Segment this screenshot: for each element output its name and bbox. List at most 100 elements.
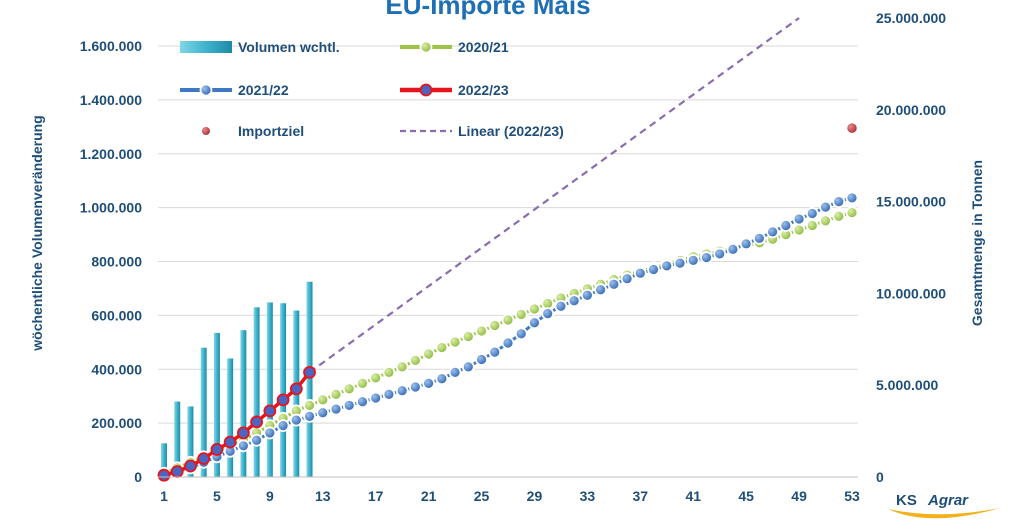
series-point — [276, 393, 290, 407]
series-point — [845, 191, 859, 205]
trendline — [308, 17, 800, 374]
series-point — [594, 283, 608, 297]
series-point — [408, 380, 422, 394]
series-point — [303, 398, 316, 412]
series-point — [501, 336, 515, 350]
legend-item: Volumen wchtl. — [180, 39, 340, 55]
bar — [306, 281, 313, 477]
series-point — [660, 259, 674, 273]
series-point — [395, 360, 409, 374]
series-point — [461, 330, 475, 343]
series-point — [422, 347, 436, 361]
series-point — [700, 251, 713, 264]
x-tick-label: 53 — [844, 488, 860, 504]
series-point — [289, 413, 303, 427]
bar — [200, 347, 207, 477]
series-point — [686, 253, 700, 267]
series-point — [250, 415, 264, 429]
bar — [187, 406, 194, 477]
series-point — [184, 459, 197, 473]
bar — [213, 332, 220, 477]
importziel-point — [845, 121, 859, 135]
series-point — [805, 219, 819, 232]
legend-swatch-bar — [180, 41, 232, 53]
series-point — [435, 372, 449, 386]
series-point — [408, 354, 422, 367]
series-point — [342, 382, 356, 396]
chart-title: EU-Importe Mais — [385, 0, 590, 20]
series-point — [580, 288, 594, 302]
series-point — [633, 266, 647, 280]
series-point — [475, 353, 488, 366]
series-point — [356, 395, 369, 409]
series-point — [739, 237, 753, 251]
series-point — [488, 319, 502, 332]
series-point — [541, 307, 555, 320]
series-point — [554, 299, 568, 313]
series-point — [276, 419, 290, 432]
series-point — [832, 195, 846, 209]
series-point — [250, 433, 264, 447]
legend-item: 2021/22 — [180, 82, 289, 98]
y-tick-label: 1.200.000 — [80, 146, 142, 162]
bar — [174, 401, 181, 477]
y2-tick-label: 20.000.000 — [876, 102, 946, 118]
series-point — [528, 302, 541, 316]
series-point — [342, 398, 356, 412]
y2-tick-label: 10.000.000 — [876, 285, 946, 301]
axes: 0 200.000 400.000 600.000 800.000 1.000.000 1.… — [80, 10, 947, 504]
series-point — [567, 294, 581, 308]
series-point — [197, 452, 211, 466]
series-point — [607, 277, 621, 291]
y2-axis-title: Gesamtmenge in Tonnen — [969, 160, 985, 326]
legend-label: Linear (2022/23) — [458, 123, 564, 139]
series-point — [819, 214, 832, 228]
series-point — [435, 341, 449, 354]
bar — [280, 303, 287, 477]
series-point — [263, 426, 277, 440]
series-point — [329, 402, 343, 416]
legend-swatch-marker — [199, 83, 213, 97]
x-tick-label: 9 — [266, 488, 274, 504]
x-tick-label: 21 — [421, 488, 437, 504]
y-tick-label: 1.400.000 — [80, 92, 142, 108]
bar — [253, 307, 260, 477]
series-point — [303, 410, 316, 423]
series-point — [369, 371, 383, 385]
series-point — [752, 231, 766, 245]
logo-swoosh — [888, 508, 1000, 519]
series-point — [792, 223, 806, 237]
series-point — [210, 443, 224, 456]
logo-ks-text: KS — [896, 492, 917, 509]
x-tick-label: 29 — [527, 488, 543, 504]
legend-item: 2020/21 — [400, 39, 509, 55]
series-point — [448, 335, 462, 349]
x-tick-label: 17 — [368, 488, 384, 504]
legend-label: Volumen wchtl. — [238, 39, 340, 55]
series-point — [713, 247, 727, 261]
y-tick-label: 400.000 — [91, 361, 142, 377]
logo: KS Agrar — [888, 492, 1000, 519]
series-point — [382, 387, 396, 401]
y2-tick-label: 0 — [876, 469, 884, 485]
series-point — [157, 468, 171, 482]
series-point — [726, 242, 740, 256]
y-axis-title: wöchentliche Volumenveränderung — [29, 115, 45, 351]
series-point — [819, 200, 832, 214]
series-point — [501, 313, 515, 327]
bar — [161, 443, 167, 477]
series-point — [620, 272, 634, 286]
y-tick-label: 800.000 — [91, 254, 142, 270]
bar — [240, 330, 247, 477]
line-series — [157, 121, 859, 482]
series-point — [329, 387, 343, 401]
y-tick-label: 1.000.000 — [80, 200, 142, 216]
x-tick-label: 5 — [213, 488, 221, 504]
series-point — [766, 225, 780, 239]
series-point — [779, 219, 793, 232]
series-point — [805, 207, 819, 220]
series-point — [303, 365, 316, 379]
series-point — [845, 206, 859, 220]
grid-lines — [158, 45, 858, 424]
